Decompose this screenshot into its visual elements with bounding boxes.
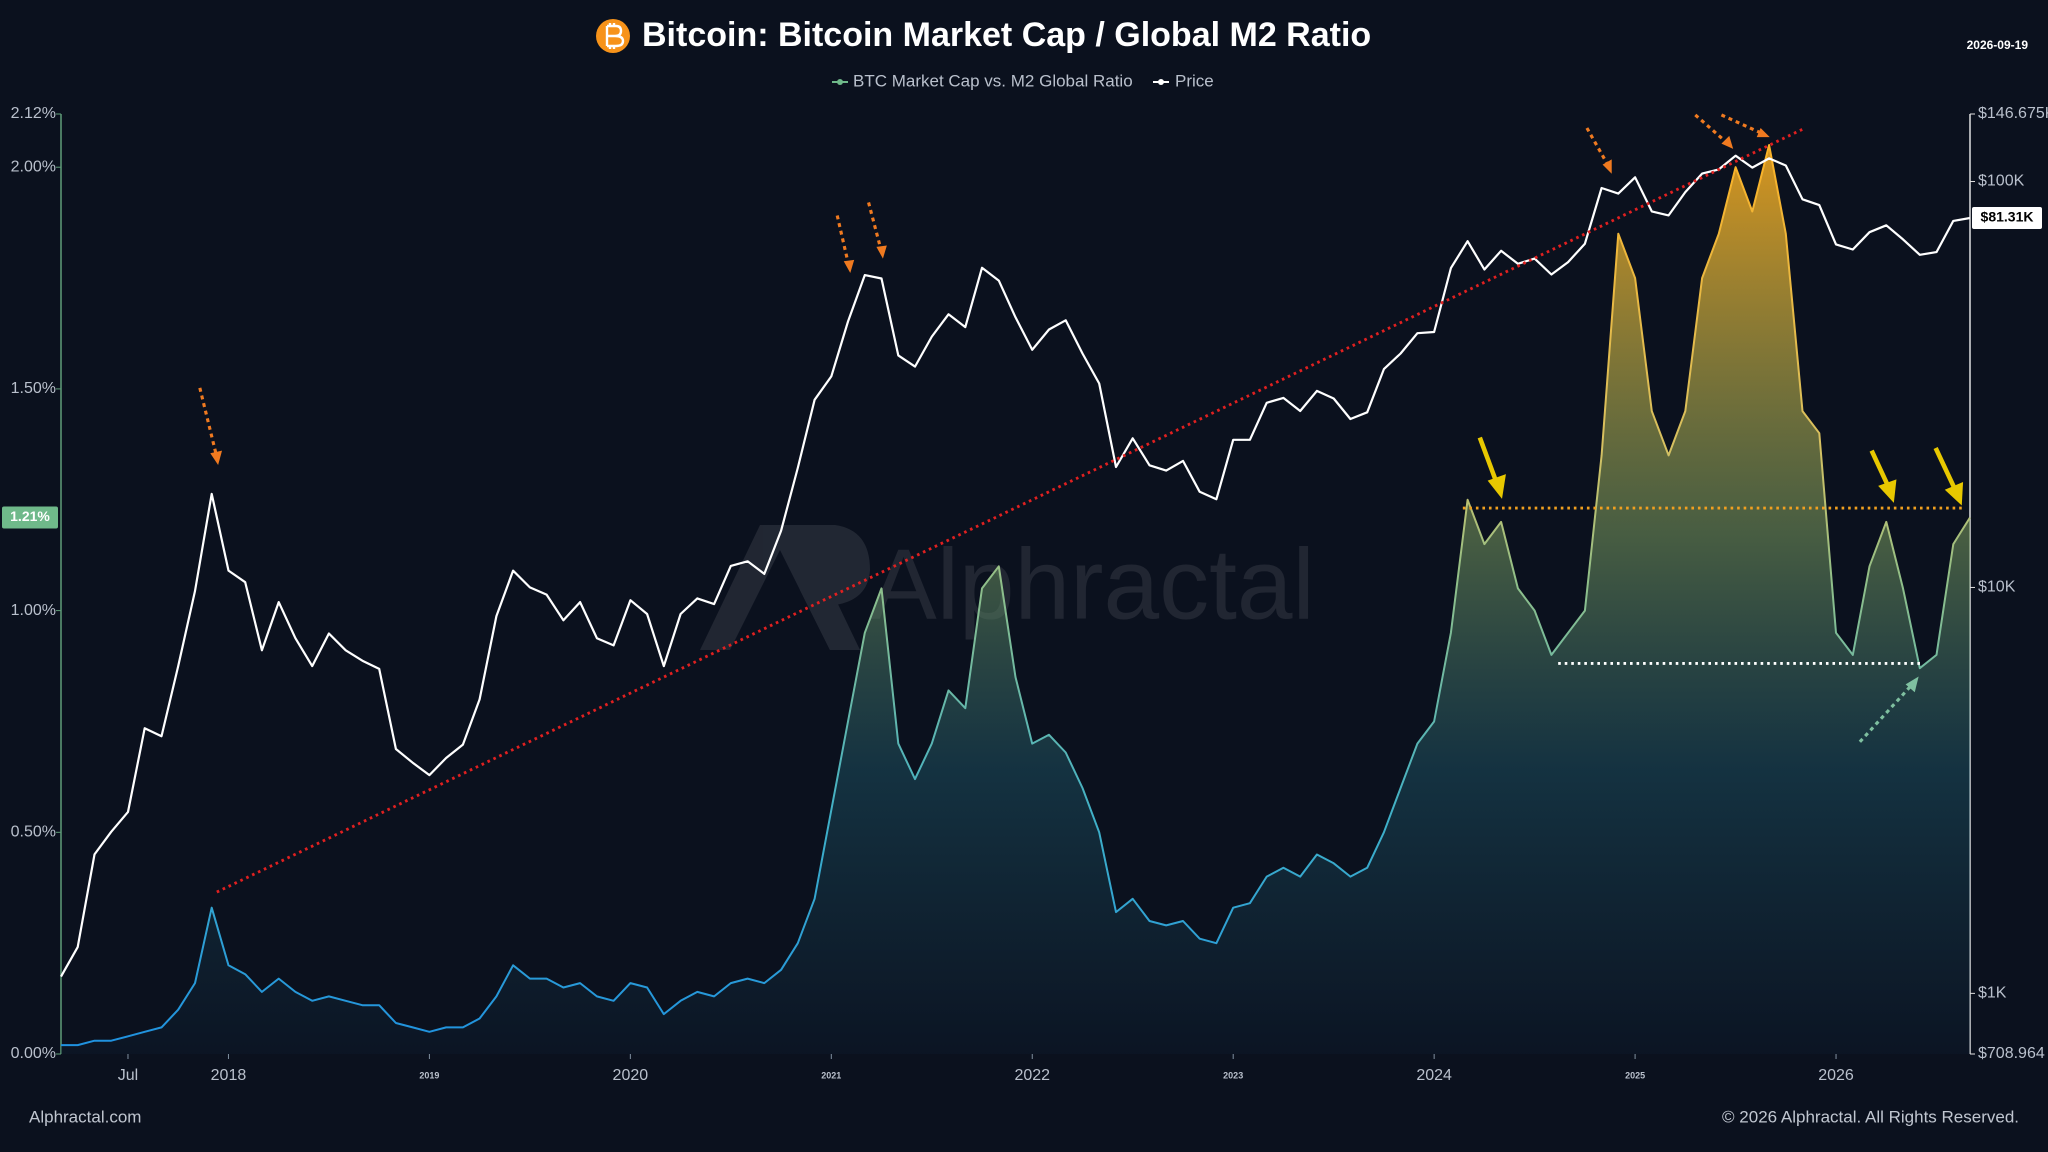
watermark-logo [700, 525, 870, 650]
footer-left: Alphractal.com [29, 1107, 141, 1126]
y-tick-label: 2.00% [11, 158, 56, 175]
legend-label: BTC Market Cap vs. M2 Global Ratio [853, 71, 1133, 90]
y-tick-label: 1.00% [11, 602, 56, 619]
x-tick-label: 2021 [821, 1070, 841, 1080]
x-tick-label: 2026 [1818, 1067, 1854, 1084]
date-label: 2026-09-19 [1967, 38, 2029, 52]
price-tag-bg [1972, 207, 2042, 230]
watermark: Alphractal [870, 528, 1315, 640]
ratio-area [61, 145, 1970, 1054]
plot-area: 0.00% 0.50% 1.00% 1.50% 2.00% 2.12% $708.964 $1… [2, 105, 2048, 1084]
x-tick-label: 2018 [211, 1067, 247, 1084]
chart-title: Bitcoin: Bitcoin Market Cap / Global M2 … [642, 16, 1371, 54]
x-tick-label: 2022 [1014, 1067, 1050, 1084]
y2-tick-label: $10K [1978, 579, 2016, 596]
x-tick-label: Jul [118, 1067, 138, 1084]
y2-tick-label: $1K [1978, 985, 2007, 1002]
bitcoin-icon [596, 19, 630, 53]
x-tick-label: 2023 [1223, 1070, 1243, 1080]
y-tick-label: 1.50% [11, 380, 56, 397]
x-tick-label: 2019 [419, 1070, 439, 1080]
x-tick-label: 2020 [613, 1067, 649, 1084]
legend-swatch [837, 79, 843, 85]
ratio-tag: 1.21% [10, 508, 50, 524]
annotations [198, 113, 1966, 894]
x-tick-label: 2024 [1416, 1067, 1452, 1084]
x-tick-label: 2025 [1625, 1070, 1645, 1080]
price-tag: $81.31K [1981, 209, 2034, 225]
legend: BTC Market Cap vs. M2 Global Ratio Price [832, 71, 1214, 90]
ratio-tag-bg [2, 506, 58, 529]
y2-tick-label: $146.675K [1978, 105, 2048, 122]
legend-swatch [1158, 79, 1164, 85]
price-line [60, 154, 1971, 978]
y-tick-label: 2.12% [11, 105, 56, 122]
legend-label: Price [1175, 71, 1214, 90]
ratio-line [61, 144, 1971, 1047]
y2-tick-label: $100K [1978, 173, 2025, 190]
y-tick-label: 0.50% [11, 824, 56, 841]
y2-tick-label: $708.964 [1978, 1045, 2045, 1062]
footer-right: © 2026 Alphractal. All Rights Reserved. [1722, 1107, 2019, 1126]
y-tick-label: 0.00% [11, 1045, 56, 1062]
